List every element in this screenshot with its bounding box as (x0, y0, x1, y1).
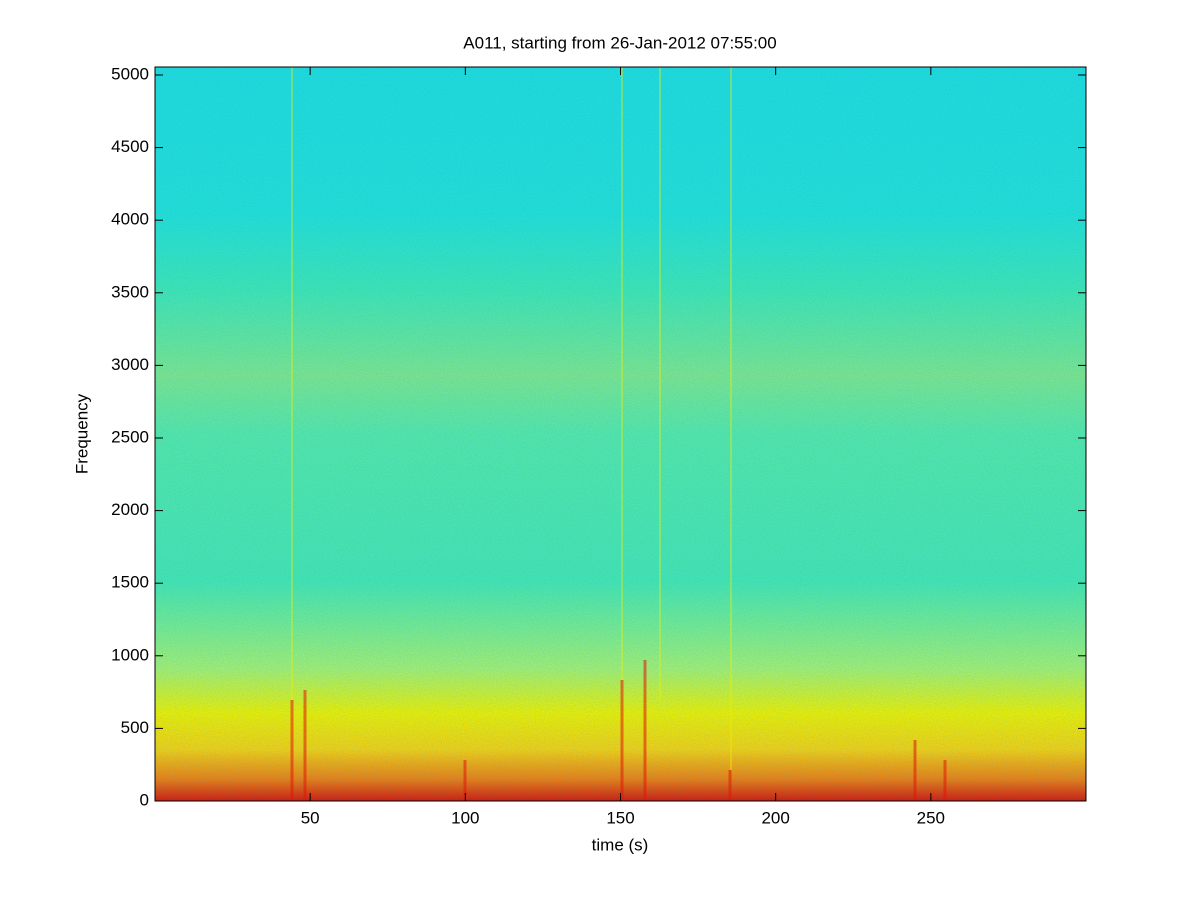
x-tick-label: 200 (761, 808, 789, 827)
y-tick-label: 2000 (111, 500, 149, 519)
y-axis-label: Frequency (72, 393, 91, 474)
y-tick-label: 500 (121, 718, 149, 737)
x-tick-label: 50 (301, 808, 320, 827)
x-tick-label: 150 (606, 808, 634, 827)
chart-title: A011, starting from 26-Jan-2012 07:55:00 (463, 33, 776, 52)
y-tick-label: 3000 (111, 355, 149, 374)
y-tick-label: 0 (140, 790, 149, 809)
y-tick-label: 1000 (111, 645, 149, 664)
y-tick-label: 4000 (111, 210, 149, 229)
y-tick-label: 1500 (111, 573, 149, 592)
x-tick-label: 100 (451, 808, 479, 827)
x-axis-label: time (s) (592, 835, 649, 854)
y-tick-label: 3500 (111, 282, 149, 301)
y-tick-label: 5000 (111, 64, 149, 83)
x-tick-label: 250 (917, 808, 945, 827)
y-tick-label: 2500 (111, 427, 149, 446)
spectrogram-image (155, 67, 1086, 801)
y-tick-label: 4500 (111, 137, 149, 156)
